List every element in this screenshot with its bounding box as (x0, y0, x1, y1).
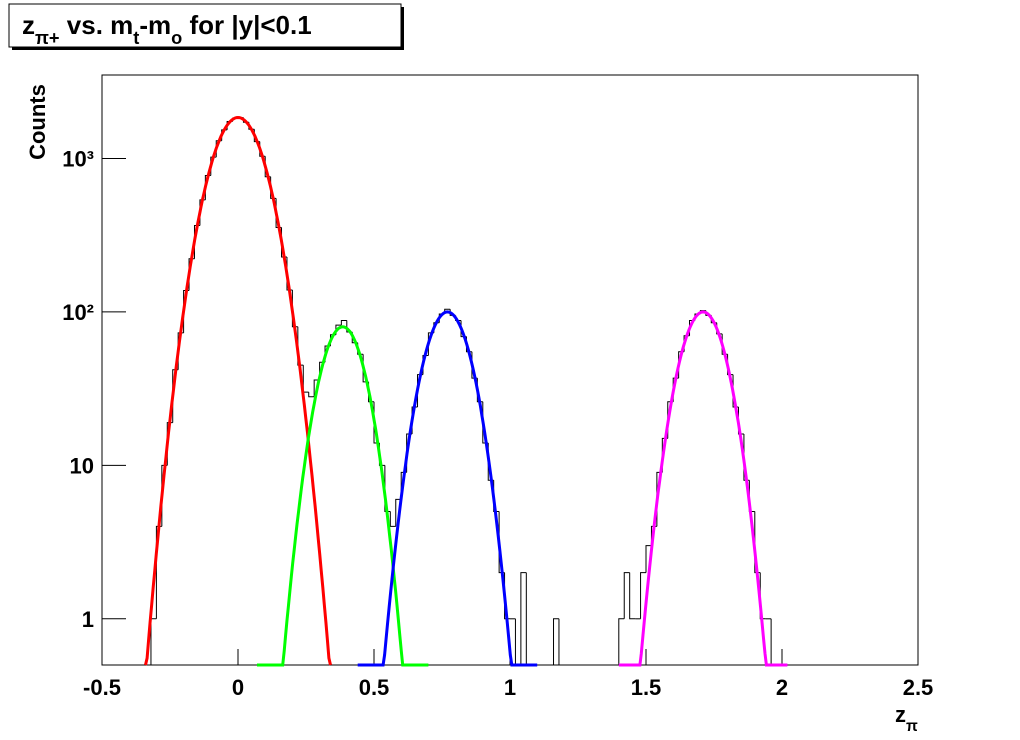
x-tick-label: 1 (504, 675, 516, 700)
text-part: z (22, 10, 35, 40)
histogram-bin (645, 545, 652, 573)
histogram-bin (340, 319, 347, 326)
x-tick-label: 2.5 (903, 675, 934, 700)
histogram-bin (618, 618, 625, 665)
title-box (8, 3, 402, 48)
text-part: π (906, 718, 918, 735)
histogram-bin (623, 572, 630, 619)
x-tick-label: 1.5 (631, 675, 662, 700)
text-part: t (133, 28, 139, 48)
text-part: π+ (35, 28, 60, 48)
histogram-bin (389, 511, 396, 527)
fit-curve (618, 310, 788, 667)
histogram-bin (640, 572, 646, 619)
text-part: z (895, 702, 906, 727)
y-tick-label: 10² (62, 300, 94, 325)
fit-curve (257, 325, 429, 667)
x-tick-label: 0.5 (359, 675, 390, 700)
histogram-bin (308, 392, 315, 398)
histogram-bin (520, 572, 527, 665)
y-tick-label: 10³ (62, 146, 94, 171)
y-axis-label: Counts (25, 84, 50, 160)
text-part: -m (139, 10, 171, 40)
y-tick-label: 1 (82, 607, 94, 632)
histogram-bin (395, 498, 402, 527)
histogram-bin (384, 465, 391, 513)
text-part: vs. m (60, 10, 134, 40)
chart-title: zπ+ vs. mt-mo for |y|<0.1 (22, 10, 312, 48)
x-tick-label: -0.5 (83, 675, 121, 700)
histogram-bin (558, 618, 565, 666)
x-axis-label: zπ (895, 702, 918, 735)
x-tick-label: 0 (232, 675, 244, 700)
text-part: for |y|<0.1 (182, 10, 311, 40)
y-tick-label: 10 (70, 453, 94, 478)
text-part: o (171, 28, 182, 48)
fit-curve (144, 115, 332, 666)
histogram-bin (297, 326, 304, 366)
x-tick-label: 2 (776, 675, 788, 700)
histogram-bin (629, 572, 636, 620)
fit-curve (357, 310, 538, 667)
histogram-bin (553, 618, 559, 665)
